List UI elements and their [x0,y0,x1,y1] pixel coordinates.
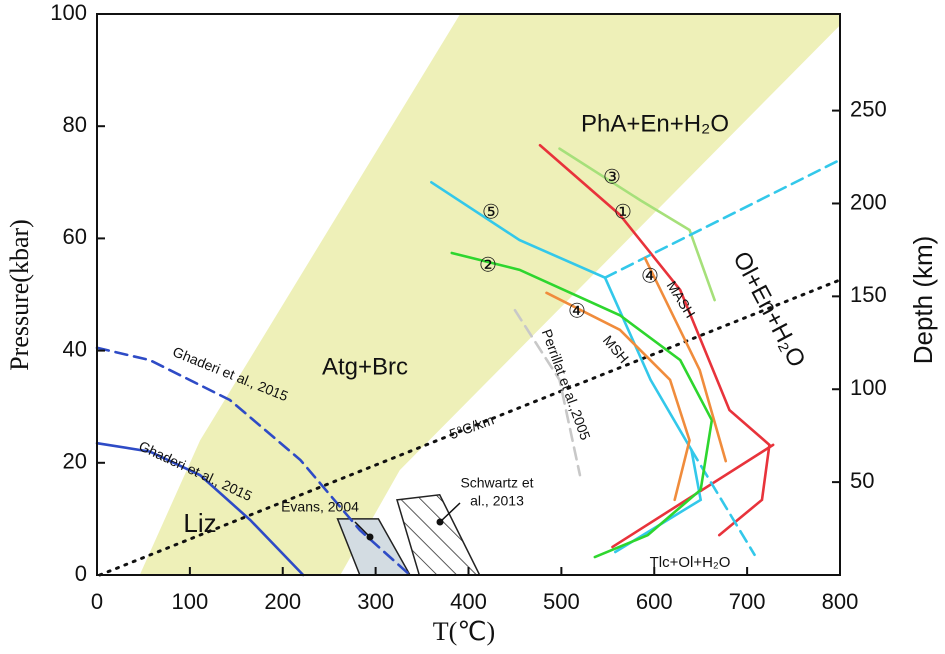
y-tick-label: 20 [63,449,87,474]
x-tick-label: 0 [91,589,103,614]
annotation: Schwartz et [460,475,533,491]
arrow-head [436,518,444,526]
plot-area [95,14,842,577]
y2-axis-label: Depth (km) [908,236,938,365]
x-tick-label: 700 [729,589,766,614]
annotation: 5°C/km [447,411,496,442]
arrow [439,502,461,523]
annotation: ③ [603,166,621,188]
annotation: ④ [568,300,586,322]
x-tick-label: 100 [172,589,209,614]
x-tick-label: 400 [450,589,487,614]
y-tick-label: 80 [63,112,87,137]
annotation: Tlc+Ol+H₂O [650,554,731,571]
curve [95,346,412,577]
arrow [354,521,371,538]
y-tick-label: 40 [63,336,87,361]
curve [450,251,714,559]
curve [538,143,771,537]
y2-tick-label: 200 [850,189,887,214]
x-tick-label: 500 [543,589,580,614]
annotation: Liz [183,508,216,538]
y2-tick-label: 100 [850,375,887,400]
x-tick-label: 800 [822,589,859,614]
curve [98,278,842,577]
x-tick-label: 200 [264,589,301,614]
annotation: MASH [664,278,699,321]
arrow-head [366,533,374,541]
curve [690,448,756,557]
annotation: Evans, 2004 [281,499,359,515]
y2-tick-label: 50 [850,468,874,493]
curve [643,256,728,463]
curve [430,181,703,554]
region [139,14,840,575]
y-tick-label: 100 [50,0,87,25]
annotation: al., 2013 [470,493,524,509]
curve [513,308,582,477]
y-tick-label: 60 [63,224,87,249]
annotation: ① [614,201,632,223]
curve [545,291,691,502]
y-axis-label: Pressure(kbar) [5,219,34,371]
x-tick-label: 300 [357,589,394,614]
y2-tick-label: 250 [850,96,887,121]
y-tick-label: 0 [75,561,87,586]
region [396,493,481,576]
annotation: ② [479,254,497,276]
x-axis-label: T(℃) [433,617,495,646]
annotation: PhA+En+H₂O [581,110,729,137]
x-tick-label: 600 [636,589,673,614]
annotation: ④ [641,265,659,287]
curve [95,441,305,577]
annotation: Atg+Brc [322,353,408,380]
annotation: Ol+En+H₂O [727,247,810,372]
curve [558,147,716,302]
annotation: ⑤ [482,201,500,223]
annotation: Perrillat et al.,2005 [539,327,594,442]
y2-tick-label: 150 [850,282,887,307]
